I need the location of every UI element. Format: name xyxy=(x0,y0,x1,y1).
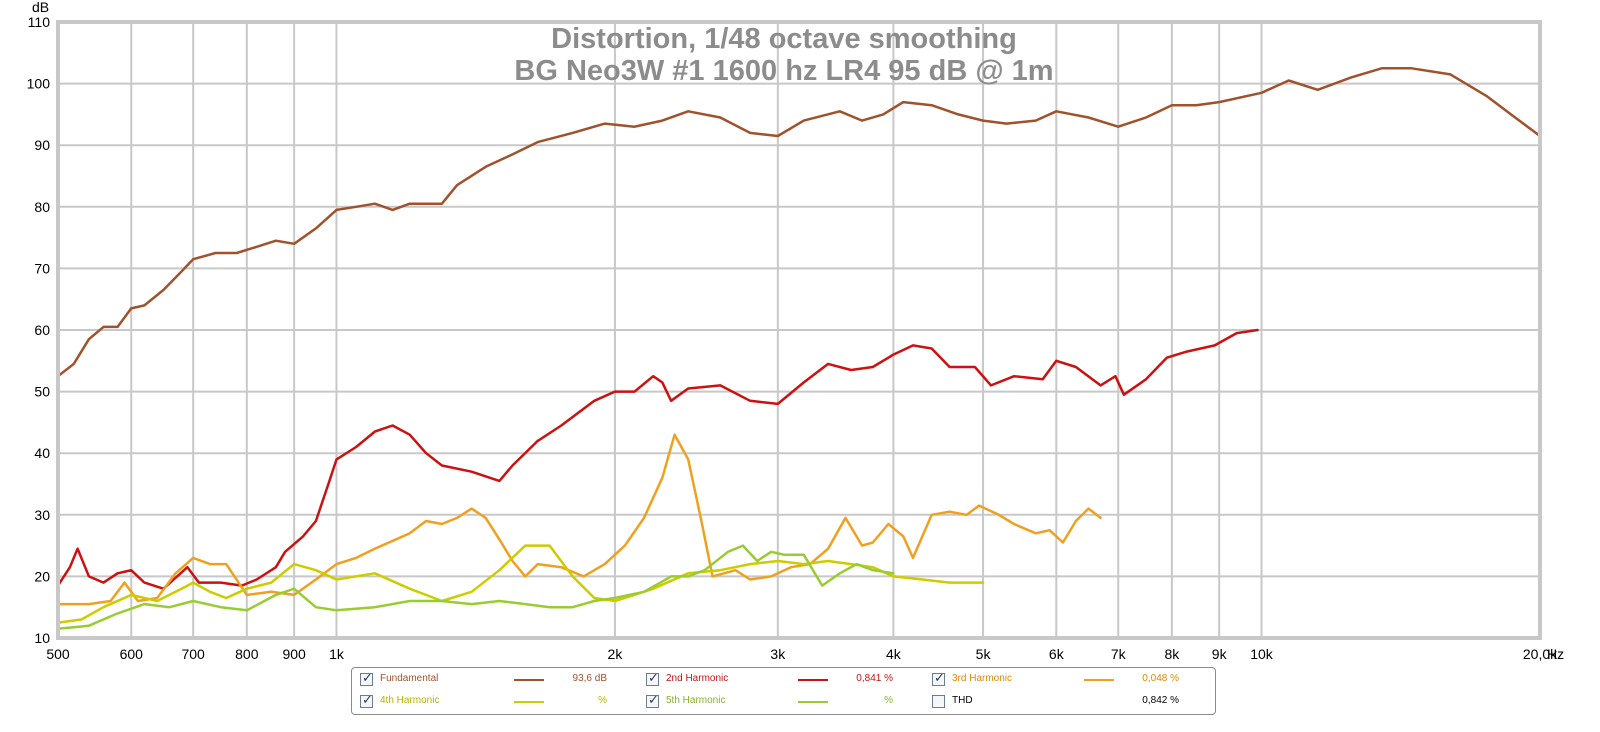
legend-swatch-3rd-harmonic xyxy=(1084,679,1114,681)
legend-value-fundamental: 93,6 dB xyxy=(572,673,607,684)
legend-swatch-2nd-harmonic xyxy=(798,679,828,681)
check-icon: ✓ xyxy=(362,692,373,707)
series-line-4th-harmonic xyxy=(56,544,985,624)
x-tick-label: 800 xyxy=(235,646,259,662)
legend-item-2nd-harmonic: ✓ 2nd Harmonic 0,841 % xyxy=(638,670,928,692)
x-tick-label: 5k xyxy=(976,646,992,662)
x-tick-label: 600 xyxy=(120,646,144,662)
series-group xyxy=(56,66,1542,631)
y-tick-label: 60 xyxy=(34,322,50,338)
2nd-harmonic-checkbox[interactable]: ✓ xyxy=(646,670,659,686)
legend-label-3rd-harmonic: 3rd Harmonic xyxy=(952,673,1013,684)
legend-label-4th-harmonic: 4th Harmonic xyxy=(380,695,440,706)
x-axis: 500 600 700 800 900 1k 2k 3k 4k 5k 6k 7k 8k 9k 10k 20,0… xyxy=(46,646,1558,662)
legend-label-thd: THD xyxy=(952,695,973,706)
x-axis-unit: Hz xyxy=(1547,646,1564,662)
y-tick-label: 80 xyxy=(34,199,50,215)
x-tick-label: 4k xyxy=(886,646,902,662)
legend-item-thd: THD 0,842 % xyxy=(924,692,1214,714)
thd-checkbox[interactable] xyxy=(932,695,945,708)
x-tick-label: 900 xyxy=(282,646,306,662)
series-line-2nd-harmonic xyxy=(56,328,1259,590)
legend-row-2: ✓ 4th Harmonic % ✓ 5th Harmonic % THD 0,… xyxy=(352,692,1215,714)
chart-title: Distortion, 1/48 octave smoothing xyxy=(551,23,1017,55)
x-tick-label: 20,0k xyxy=(1523,646,1558,662)
x-tick-label: 500 xyxy=(46,646,70,662)
legend-label-5th-harmonic: 5th Harmonic xyxy=(666,695,726,706)
y-axis-label: dB xyxy=(32,0,49,15)
legend-swatch-5th-harmonic xyxy=(798,701,828,703)
legend-item-5th-harmonic: ✓ 5th Harmonic % xyxy=(638,692,928,714)
y-tick-label: 40 xyxy=(34,445,50,461)
legend-value-4th-harmonic: % xyxy=(598,695,607,706)
check-icon: ✓ xyxy=(362,670,373,685)
legend-value-thd: 0,842 % xyxy=(1142,695,1179,706)
legend-value-2nd-harmonic: 0,841 % xyxy=(856,673,893,684)
y-axis: 10 20 30 40 50 60 70 80 90 100 110 xyxy=(27,14,51,646)
plot-frame xyxy=(56,20,1542,640)
4th-harmonic-checkbox[interactable]: ✓ xyxy=(360,692,373,708)
legend-panel: ✓ Fundamental 93,6 dB ✓ 2nd Harmonic 0,8… xyxy=(351,667,1216,715)
legend-label-fundamental: Fundamental xyxy=(380,673,439,684)
y-tick-label: 20 xyxy=(34,568,50,584)
legend-item-4th-harmonic: ✓ 4th Harmonic % xyxy=(352,692,642,714)
legend-swatch-4th-harmonic xyxy=(514,701,544,703)
legend-value-5th-harmonic: % xyxy=(884,695,893,706)
y-tick-label: 10 xyxy=(34,630,50,646)
series-line-3rd-harmonic xyxy=(56,433,1102,606)
y-tick-label: 90 xyxy=(34,137,50,153)
3rd-harmonic-checkbox[interactable]: ✓ xyxy=(932,670,945,686)
x-tick-label: 6k xyxy=(1049,646,1065,662)
legend-item-fundamental: ✓ Fundamental 93,6 dB xyxy=(352,670,642,692)
x-tick-label: 3k xyxy=(770,646,786,662)
5th-harmonic-checkbox[interactable]: ✓ xyxy=(646,692,659,708)
check-icon: ✓ xyxy=(648,670,659,685)
legend-row-1: ✓ Fundamental 93,6 dB ✓ 2nd Harmonic 0,8… xyxy=(352,670,1215,692)
y-tick-label: 110 xyxy=(28,14,51,30)
legend-value-3rd-harmonic: 0,048 % xyxy=(1142,673,1179,684)
x-tick-label: 10k xyxy=(1250,646,1274,662)
series-line-5th-harmonic xyxy=(56,544,895,631)
check-icon: ✓ xyxy=(648,692,659,707)
x-tick-label: 8k xyxy=(1164,646,1180,662)
y-tick-label: 100 xyxy=(27,76,51,92)
legend-label-2nd-harmonic: 2nd Harmonic xyxy=(666,673,729,684)
x-tick-label: 7k xyxy=(1111,646,1127,662)
x-tick-label: 1k xyxy=(329,646,345,662)
chart-titles: Distortion, 1/48 octave smoothing BG Neo… xyxy=(514,23,1053,87)
legend-item-3rd-harmonic: ✓ 3rd Harmonic 0,048 % xyxy=(924,670,1214,692)
fundamental-checkbox[interactable]: ✓ xyxy=(360,670,373,686)
series-line-fundamental xyxy=(56,66,1542,378)
distortion-chart: Distortion, 1/48 octave smoothing BG Neo… xyxy=(27,0,1564,662)
x-tick-label: 700 xyxy=(181,646,205,662)
y-tick-label: 30 xyxy=(34,507,50,523)
chart-subtitle: BG Neo3W #1 1600 hz LR4 95 dB @ 1m xyxy=(514,55,1053,87)
y-tick-label: 70 xyxy=(34,260,50,276)
x-tick-label: 9k xyxy=(1212,646,1228,662)
x-tick-label: 2k xyxy=(608,646,624,662)
legend-swatch-fundamental xyxy=(514,679,544,681)
y-tick-label: 50 xyxy=(34,384,50,400)
check-icon: ✓ xyxy=(934,670,945,685)
